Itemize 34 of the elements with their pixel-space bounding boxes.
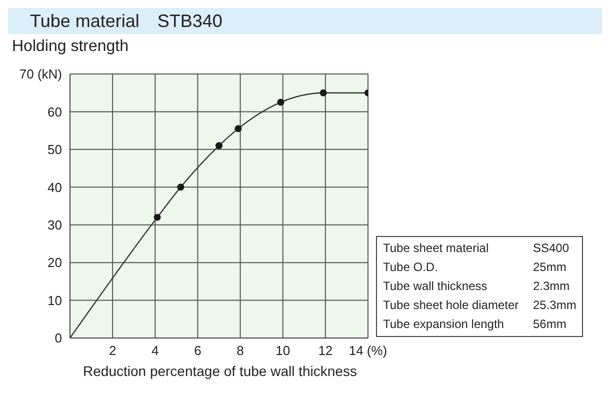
text: SS400 bbox=[533, 240, 570, 257]
point bbox=[234, 125, 242, 132]
point bbox=[154, 214, 161, 221]
x-tick-label: 8 bbox=[236, 343, 244, 358]
point bbox=[216, 142, 222, 150]
y-tick-label: 30 bbox=[48, 217, 62, 232]
point bbox=[177, 184, 184, 191]
x-tick-label: 14 (%) bbox=[348, 343, 388, 358]
x-tick-label: 6 bbox=[194, 343, 202, 358]
text: 56mm bbox=[533, 316, 566, 333]
text: Tube O.D. bbox=[383, 259, 439, 276]
x-tick-label: 2 bbox=[108, 343, 116, 358]
chart-title: Tube material STB340 bbox=[8, 8, 602, 34]
y-tick-label: 40 bbox=[48, 180, 62, 195]
x-tick-label: 4 bbox=[152, 343, 159, 358]
text: 25.3mm bbox=[533, 297, 576, 314]
x-tick-label: 12 bbox=[318, 343, 333, 358]
text: Tube sheet hole diameter bbox=[383, 297, 520, 314]
y-tick-label: 20 bbox=[48, 255, 62, 270]
y-tick-label: 60 bbox=[48, 104, 62, 120]
y-tick-label: 50 bbox=[48, 142, 62, 158]
text: 2.3mm bbox=[533, 278, 570, 295]
text: Tube expansion length bbox=[383, 316, 505, 333]
y-tick-label: 10 bbox=[48, 292, 62, 308]
point bbox=[277, 98, 284, 106]
text: Tube wall thickness bbox=[383, 278, 488, 295]
x-tick-label: 10 bbox=[276, 343, 290, 358]
text: 25mm bbox=[533, 259, 566, 276]
y-tick-label: 70 (kN) bbox=[19, 66, 62, 82]
y-tick-label: 0 bbox=[54, 330, 62, 346]
x-axis-title: Reduction percentage of tube wall thickness bbox=[82, 363, 358, 379]
point bbox=[320, 89, 327, 96]
y-axis-title: Holding strength bbox=[11, 38, 130, 56]
text: Tube sheet material bbox=[383, 240, 490, 257]
